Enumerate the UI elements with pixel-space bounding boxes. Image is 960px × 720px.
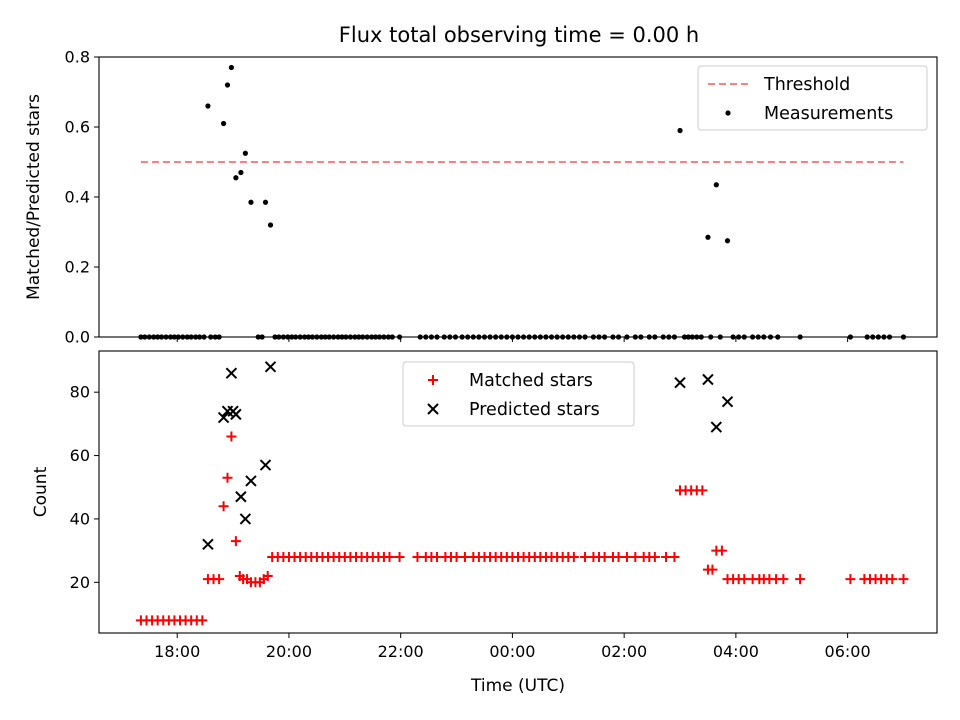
count-panel-ylabel: Count <box>31 466 51 517</box>
x-axis-label: Time (UTC) <box>470 676 565 696</box>
count-series-matched-stars-point <box>459 551 470 562</box>
ratio-legend-measurements-swatch <box>725 110 731 116</box>
count-panel: Count 20 40 60 80 18:00 20:00 22:00 00:00 02:00 0… <box>31 350 938 661</box>
ratio-y-tick-label: 0.0 <box>65 328 90 347</box>
count-y-tick-label: 80 <box>70 383 90 402</box>
ratio-series-measurements-point <box>228 64 235 71</box>
count-series-matched-stars-point <box>262 570 273 581</box>
count-legend-matched-stars-label: Matched stars <box>469 371 593 391</box>
ratio-axes-frame <box>98 56 938 338</box>
count-series-predicted-stars-point <box>710 421 723 433</box>
count-legend-predicted-stars-swatch <box>427 403 439 415</box>
ratio-series-measurements-point <box>262 199 269 205</box>
count-series-matched-stars-point <box>661 551 672 562</box>
ratio-y-tick-label: 0.6 <box>65 118 90 137</box>
count-series-matched-stars-point <box>778 574 789 585</box>
count-series-predicted-stars-point <box>702 373 714 386</box>
ratio-legend-threshold-label: Threshold <box>763 75 850 95</box>
count-y-tick-label: 20 <box>70 573 90 592</box>
count-series-matched-stars-point <box>716 545 727 556</box>
ratio-series-measurements-point <box>267 222 274 228</box>
count-series-predicted-stars-point <box>230 408 242 421</box>
ratio-panel: Matched/Predicted stars 0.0 0.2 0.4 0.6 0.8 T… <box>24 48 938 347</box>
ratio-y-tick-label: 0.8 <box>65 48 90 67</box>
count-series-predicted-stars-point <box>721 395 734 408</box>
ratio-series-measurements-point <box>677 127 683 134</box>
x-tick-label: 22:00 <box>378 642 424 661</box>
count-series-matched-stars-point <box>898 574 909 585</box>
count-series-group <box>135 361 909 626</box>
count-series-matched-stars-point <box>412 551 423 562</box>
count-series-matched-stars-point <box>394 551 405 562</box>
count-legend-matched-stars-swatch <box>428 375 438 385</box>
count-series-matched-stars-point <box>599 551 610 562</box>
count-series-matched-stars-point <box>630 551 641 562</box>
count-series-predicted-stars-point <box>202 538 214 550</box>
count-series-matched-stars-point <box>739 574 750 585</box>
count-series-matched-stars-point <box>613 551 624 562</box>
ratio-series-measurements-point <box>705 234 711 240</box>
count-series-matched-stars-point <box>795 574 806 585</box>
count-series-matched-stars-point <box>197 615 208 626</box>
ratio-series-measurements-point <box>242 150 248 156</box>
count-series-predicted-stars-point <box>225 367 238 379</box>
count-series-matched-stars-point <box>214 574 225 585</box>
count-series-matched-stars-point <box>230 536 241 547</box>
count-series-matched-stars-point <box>384 551 395 562</box>
ratio-series-measurements-point <box>238 169 244 176</box>
x-tick-label: 20:00 <box>266 642 312 661</box>
count-legend-frame <box>402 361 635 427</box>
ratio-series-measurements-point <box>224 82 231 88</box>
ratio-series-measurements-point <box>713 182 719 188</box>
chart-title: Flux total observing time = 0.00 h <box>339 23 699 47</box>
count-series-matched-stars-point <box>887 574 898 585</box>
x-tick-label: 02:00 <box>601 642 647 661</box>
count-series-matched-stars-point <box>431 551 442 562</box>
count-series-matched-stars-point <box>222 472 233 483</box>
ratio-y-tick-label: 0.2 <box>65 258 90 277</box>
ratio-legend-measurements-label: Measurements <box>764 104 893 124</box>
ratio-y-tick-label: 0.4 <box>65 188 90 207</box>
count-series-matched-stars-point <box>649 551 660 562</box>
count-series-predicted-stars-point <box>264 361 277 373</box>
x-tick-label: 06:00 <box>825 642 871 661</box>
count-series-matched-stars-point <box>226 431 237 442</box>
count-series-matched-stars-point <box>218 501 229 512</box>
count-y-tick-label: 60 <box>70 446 90 465</box>
ratio-panel-ylabel: Matched/Predicted stars <box>24 94 44 300</box>
count-series-predicted-stars-point <box>217 411 230 424</box>
count-legend-predicted-stars-label: Predicted stars <box>469 400 600 420</box>
count-axes-frame <box>98 350 938 634</box>
count-series-matched-stars-point <box>845 574 856 585</box>
ratio-series-measurements-point <box>233 175 239 181</box>
ratio-series-measurements-point <box>220 120 227 127</box>
count-series-matched-stars-point <box>669 551 680 562</box>
ratio-legend-frame <box>697 65 928 131</box>
ratio-series-measurements-point <box>205 103 211 109</box>
count-series-matched-stars-point <box>707 564 718 575</box>
count-y-tick-label: 40 <box>70 509 90 528</box>
count-series-matched-stars-point <box>621 551 632 562</box>
count-series-predicted-stars-point <box>259 459 272 471</box>
x-tick-label: 00:00 <box>489 642 535 661</box>
ratio-legend: Threshold Measurements <box>697 65 928 131</box>
count-series-matched-stars-point <box>580 551 591 562</box>
ratio-series-measurements-point <box>248 199 254 205</box>
ratio-series-measurements-point <box>724 238 731 244</box>
count-series-matched-stars-point <box>697 485 708 496</box>
count-legend: Matched stars Predicted stars <box>402 361 635 427</box>
x-tick-label: 18:00 <box>154 642 200 661</box>
count-series-predicted-stars-point <box>674 376 686 389</box>
count-series-matched-stars-point <box>451 551 462 562</box>
count-series-predicted-stars-point <box>245 475 257 487</box>
count-series-predicted-stars-point <box>239 513 252 525</box>
x-tick-label: 04:00 <box>713 642 759 661</box>
count-series-predicted-stars-point <box>235 491 247 503</box>
count-series-matched-stars-point <box>568 551 579 562</box>
